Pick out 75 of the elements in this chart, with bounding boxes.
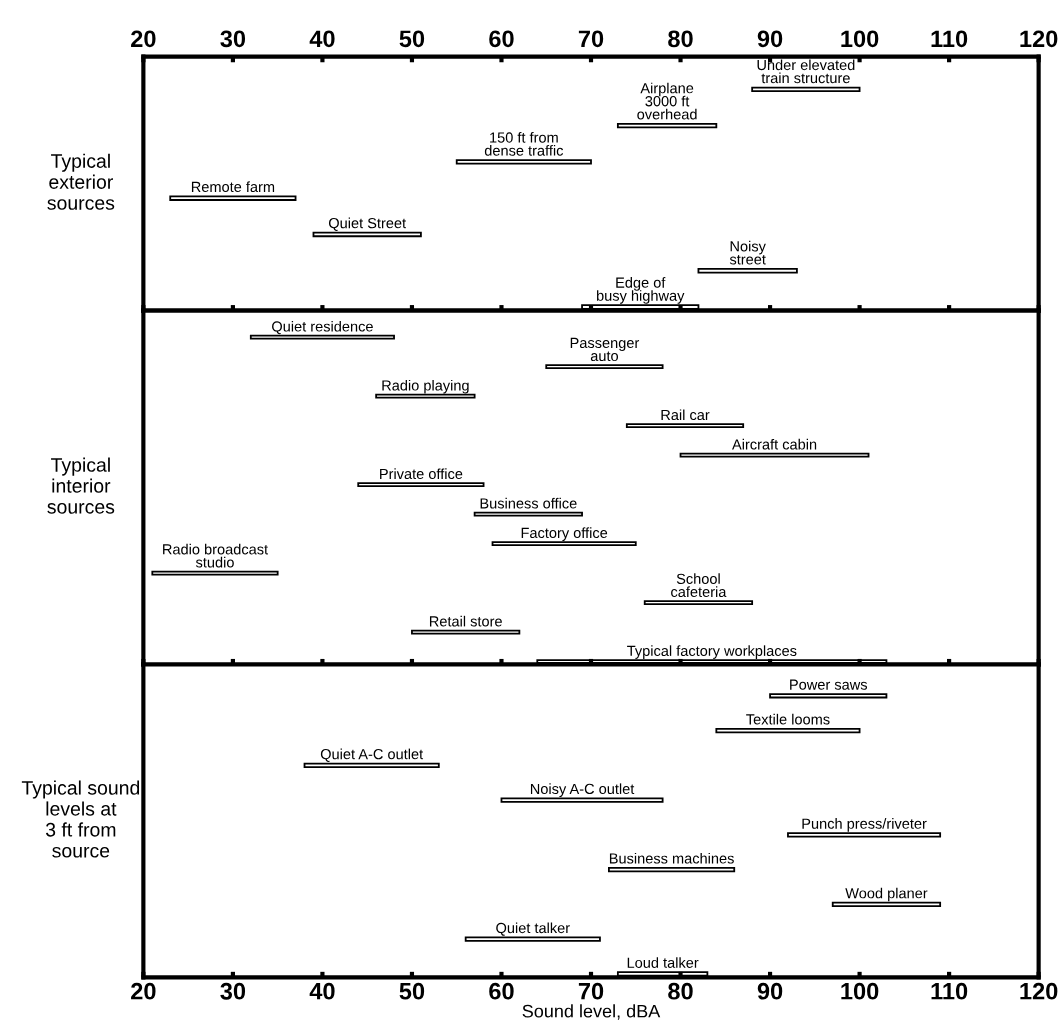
category-label: Textile looms xyxy=(746,713,830,725)
category-label: Business office xyxy=(480,497,577,509)
category-label: Quiet A-C outlet xyxy=(320,748,424,762)
bar xyxy=(625,423,745,429)
bar xyxy=(545,364,664,370)
x-tick-label: 80 xyxy=(668,982,693,1000)
x-tick-label: 100 xyxy=(841,30,879,48)
bar xyxy=(751,86,861,93)
x-tick-label: 120 xyxy=(1020,30,1058,48)
x-tick-label: 110 xyxy=(931,30,968,48)
category-label: Aircraft cabin xyxy=(732,438,817,450)
y-axis-title: Typical interior sources xyxy=(47,457,115,514)
category-label: Business machines xyxy=(609,852,734,864)
category-label: Punch press/riveter xyxy=(802,818,927,832)
bar xyxy=(249,334,395,340)
bar xyxy=(357,482,485,487)
category-label: Rail car xyxy=(661,409,710,421)
bar xyxy=(491,541,637,546)
x-tick-label: 70 xyxy=(578,30,604,48)
category-label: Loud talker xyxy=(627,957,699,968)
x-tick-label: 30 xyxy=(220,30,246,48)
bar xyxy=(643,600,754,605)
y-tick-label: Remote farm xyxy=(191,181,275,193)
x-tick-label: 30 xyxy=(220,982,246,1000)
bar xyxy=(312,231,422,238)
y-tick-label: 150 ft from dense traffic xyxy=(484,131,564,156)
category-label: Radio playing xyxy=(382,379,469,394)
x-tick-label: 60 xyxy=(489,982,514,1000)
category-label: Passenger auto xyxy=(570,337,640,362)
category-label: Private office xyxy=(380,468,463,480)
bar xyxy=(787,832,942,838)
x-tick-label: 20 xyxy=(131,982,156,1000)
x-tick-label: 110 xyxy=(931,982,968,1000)
y-tick-label: Airplane 3000 ft overhead xyxy=(637,82,697,120)
y-tick-label: Edge of busy highway xyxy=(597,277,685,304)
x-tick-label: 100 xyxy=(841,982,879,1000)
x-tick-label: 70 xyxy=(578,982,604,1000)
x-tick-label: 90 xyxy=(757,982,783,1000)
bar xyxy=(500,797,664,803)
x-tick-label: 40 xyxy=(309,982,335,1000)
bar xyxy=(375,393,476,399)
bar xyxy=(616,122,718,129)
x-tick-label: 20 xyxy=(131,30,156,48)
x-tick-label: 50 xyxy=(399,982,425,1000)
category-label: Quiet residence xyxy=(272,320,373,335)
bar xyxy=(697,267,798,274)
y-tick-label: Quiet Street xyxy=(328,217,406,231)
bar xyxy=(831,901,942,908)
x-tick-label: 120 xyxy=(1020,982,1058,1000)
bar xyxy=(715,727,861,734)
bar xyxy=(608,866,736,873)
y-axis-title: Typical sound levels at 3 ft from source xyxy=(21,780,140,858)
category-label: Radio broadcast studio xyxy=(163,543,268,568)
category-label: School cafeteria xyxy=(671,573,727,598)
x-tick-label: 90 xyxy=(757,30,783,48)
x-tick-label: 50 xyxy=(399,30,425,48)
category-label: Typical factory workplaces xyxy=(627,645,797,659)
category-label: Retail store xyxy=(429,615,502,627)
bar xyxy=(455,159,592,165)
x-tick-label: 60 xyxy=(489,30,514,48)
bar xyxy=(769,693,888,699)
category-label: Power saws xyxy=(790,679,868,690)
y-axis-title: Typical exterior sources xyxy=(47,153,115,210)
x-axis-title: Sound level, dBA xyxy=(522,1004,661,1020)
category-label: Factory office xyxy=(521,527,608,541)
x-tick-label: 80 xyxy=(668,30,693,48)
bar xyxy=(169,195,297,201)
y-tick-label: Noisy street xyxy=(729,240,766,265)
category-label: Noisy A-C outlet xyxy=(530,783,635,797)
y-tick-label: Under elevated train structure xyxy=(757,59,855,84)
bar xyxy=(464,936,601,942)
x-tick-label: 40 xyxy=(309,30,335,48)
category-label: Wood planer xyxy=(845,887,928,902)
category-label: Quiet talker xyxy=(496,922,570,936)
bar xyxy=(303,762,440,768)
